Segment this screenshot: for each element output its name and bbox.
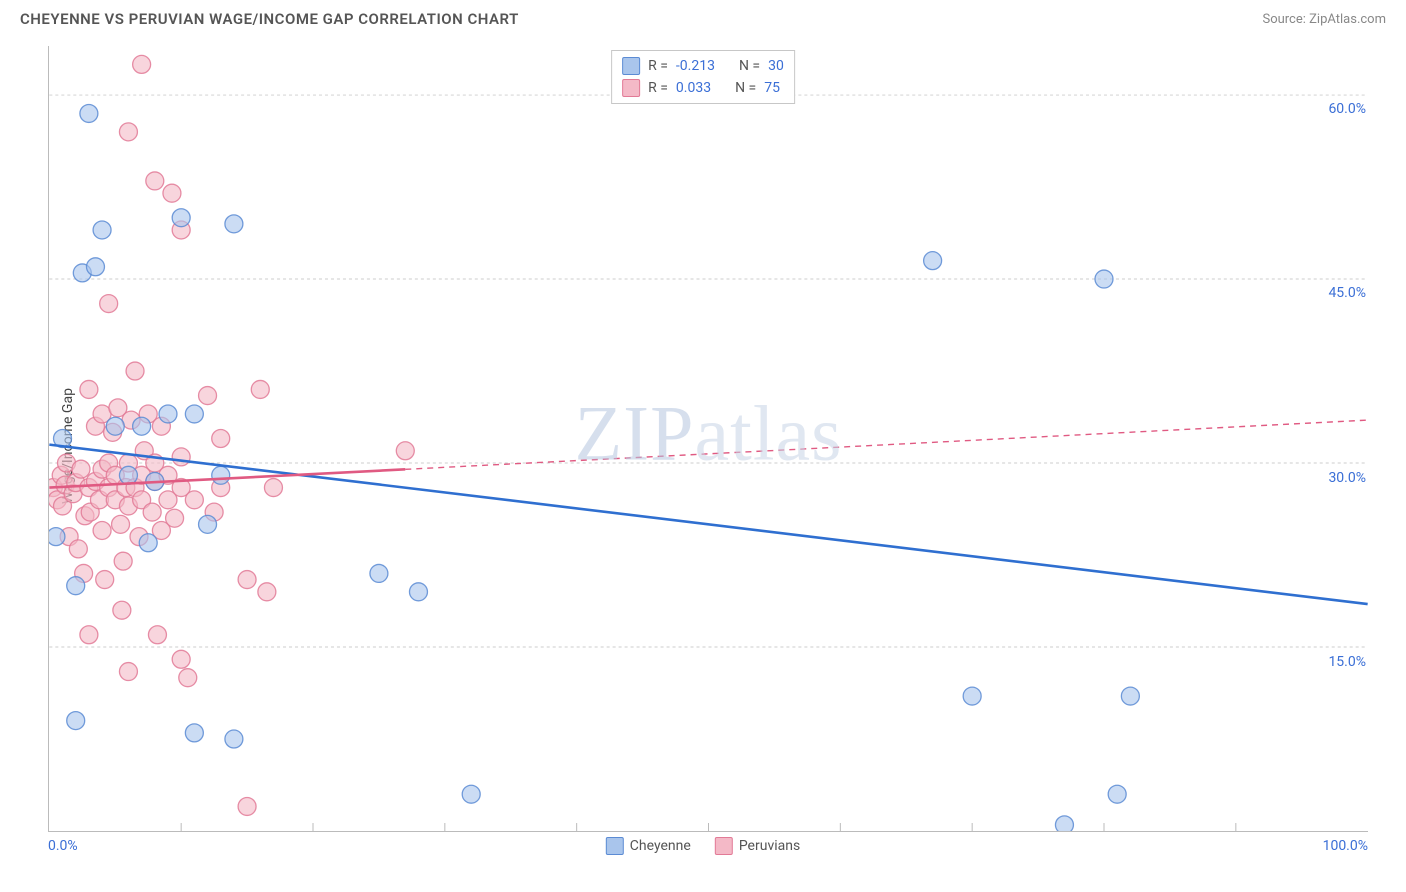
y-tick-label: 30.0% <box>1328 470 1366 486</box>
source-attribution: Source: ZipAtlas.com <box>1262 12 1386 27</box>
correlation-legend-box: R = -0.213 N = 30 R = 0.033 N = 75 <box>611 50 795 104</box>
y-tick-label: 45.0% <box>1328 285 1366 301</box>
r-value-cheyenne: -0.213 <box>676 58 715 74</box>
n-value-peruvians: 75 <box>764 80 780 96</box>
r-value-peruvians: 0.033 <box>676 80 711 96</box>
legend-row-cheyenne: R = -0.213 N = 30 <box>622 55 784 77</box>
y-tick-label: 60.0% <box>1328 101 1366 117</box>
legend-swatch-cheyenne <box>622 57 640 75</box>
n-label: N = <box>739 58 760 74</box>
y-tick-label: 15.0% <box>1328 654 1366 670</box>
r-label: R = <box>648 80 668 96</box>
x-max-label: 100.0% <box>1323 838 1368 854</box>
chart-title: CHEYENNE VS PERUVIAN WAGE/INCOME GAP COR… <box>20 10 519 28</box>
x-min-label: 0.0% <box>48 838 78 854</box>
r-label: R = <box>648 58 668 74</box>
x-axis-labels: 0.0% 100.0% <box>48 838 1368 854</box>
legend-swatch-peruvians <box>622 79 640 97</box>
n-value-cheyenne: 30 <box>768 58 784 74</box>
chart-plot-area: ZIPatlas <box>48 46 1368 832</box>
chart-svg <box>49 46 1368 831</box>
legend-row-peruvians: R = 0.033 N = 75 <box>622 77 784 99</box>
n-label: N = <box>735 80 756 96</box>
